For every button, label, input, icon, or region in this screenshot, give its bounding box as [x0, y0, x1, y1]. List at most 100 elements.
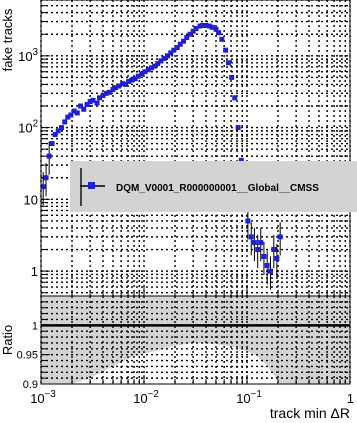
data-point: [184, 35, 190, 41]
data-point: [65, 114, 71, 120]
data-point: [55, 128, 61, 134]
data-point: [145, 67, 151, 73]
data-point: [87, 99, 93, 105]
x-tick-label: 10−1: [236, 389, 262, 406]
data-point: [110, 86, 116, 92]
x-tick-label: 10−2: [133, 389, 159, 406]
data-point: [229, 74, 235, 80]
data-point: [161, 55, 167, 61]
data-point: [152, 63, 158, 69]
data-point: [132, 76, 138, 82]
y-tick-label: 102: [18, 119, 38, 136]
legend-swatch-marker: [88, 182, 95, 189]
data-point: [126, 78, 132, 84]
data-point: [261, 253, 267, 259]
data-point: [84, 101, 90, 107]
upper-grid: [40, 0, 351, 296]
data-point: [94, 100, 100, 106]
data-point: [213, 26, 219, 32]
data-point: [52, 132, 58, 138]
data-point: [190, 28, 196, 34]
data-point: [148, 65, 154, 71]
data-point: [267, 268, 273, 274]
data-point: [100, 93, 106, 99]
data-point: [120, 81, 126, 87]
y-tick-label: 10: [24, 192, 38, 207]
data-point: [71, 108, 77, 114]
data-point: [155, 61, 161, 67]
data-point: [116, 83, 122, 89]
data-point: [58, 125, 64, 131]
data-point: [113, 85, 119, 91]
ratio-y-tick-label: 0.95: [17, 350, 38, 362]
data-point: [40, 184, 46, 190]
upper-y-tick-labels: 1 10 102 103: [18, 47, 38, 279]
legend: DQM_V0001_R000000001__Global__CMSS: [70, 161, 357, 212]
data-point: [200, 22, 206, 28]
data-point: [177, 41, 183, 47]
data-point: [68, 112, 74, 118]
data-point: [171, 47, 177, 53]
data-point: [255, 247, 261, 253]
data-point: [258, 240, 264, 246]
data-point: [235, 125, 241, 131]
data-point: [264, 262, 270, 268]
upper-ticks: [40, 0, 351, 296]
data-point: [219, 36, 225, 42]
data-point: [90, 97, 96, 103]
ratio-y-tick-label: 0.9: [23, 379, 38, 391]
data-point: [271, 247, 277, 253]
data-point: [168, 50, 174, 56]
data-point: [274, 255, 280, 261]
x-tick-labels: 10−3 10−2 10−1 1: [30, 389, 354, 406]
lower-y-tick-labels: 0.9 0.95 1: [17, 320, 38, 391]
data-point: [81, 106, 87, 112]
lower-grid: [40, 296, 351, 384]
data-point: [158, 58, 164, 64]
data-point: [209, 24, 215, 30]
data-point: [174, 45, 180, 51]
data-point: [248, 234, 254, 240]
data-point: [238, 157, 244, 163]
data-point: [245, 218, 251, 224]
data-point: [103, 90, 109, 96]
data-point: [251, 240, 257, 246]
legend-box: [70, 161, 357, 212]
data-point: [142, 69, 148, 75]
data-point: [225, 60, 231, 66]
data-point: [78, 103, 84, 109]
data-point: [203, 22, 209, 28]
lower-y-axis-label: Ratio: [0, 325, 15, 355]
data-point: [46, 153, 52, 159]
data-point: [62, 119, 68, 125]
ratio-y-tick-label: 1: [32, 320, 38, 332]
upper-frame: [40, 0, 351, 297]
data-point: [135, 73, 141, 79]
upper-data-points: [40, 22, 283, 290]
lower-frame: [40, 295, 351, 385]
data-point: [181, 38, 187, 44]
x-axis-label: track min ΔR: [270, 405, 350, 421]
lower-panel: 0.9 0.95 1 10−3 10−2 10−1 1 Ratio track min Δ…: [0, 295, 354, 421]
data-point: [277, 234, 283, 240]
data-point: [216, 30, 222, 36]
data-point: [129, 77, 135, 83]
data-point: [223, 47, 229, 53]
data-point: [139, 71, 145, 77]
x-tick-label: 1: [347, 391, 354, 406]
data-point: [206, 23, 212, 29]
legend-entry-0: DQM_V0001_R000000001__Global__CMSS: [116, 183, 319, 194]
upper-panel: 1 10 102 103 fake tracks: [0, 0, 351, 297]
data-point: [49, 141, 55, 147]
data-point: [232, 95, 238, 101]
ratio-band-right: [282, 296, 350, 384]
legend-swatch-edge: [80, 168, 82, 206]
data-point: [97, 95, 103, 101]
y-tick-label: 103: [18, 47, 38, 64]
data-point: [122, 81, 128, 87]
upper-y-axis-label: fake tracks: [0, 8, 15, 71]
data-point: [74, 110, 80, 116]
data-point: [164, 53, 170, 59]
data-point: [193, 26, 199, 32]
data-point: [106, 89, 112, 95]
